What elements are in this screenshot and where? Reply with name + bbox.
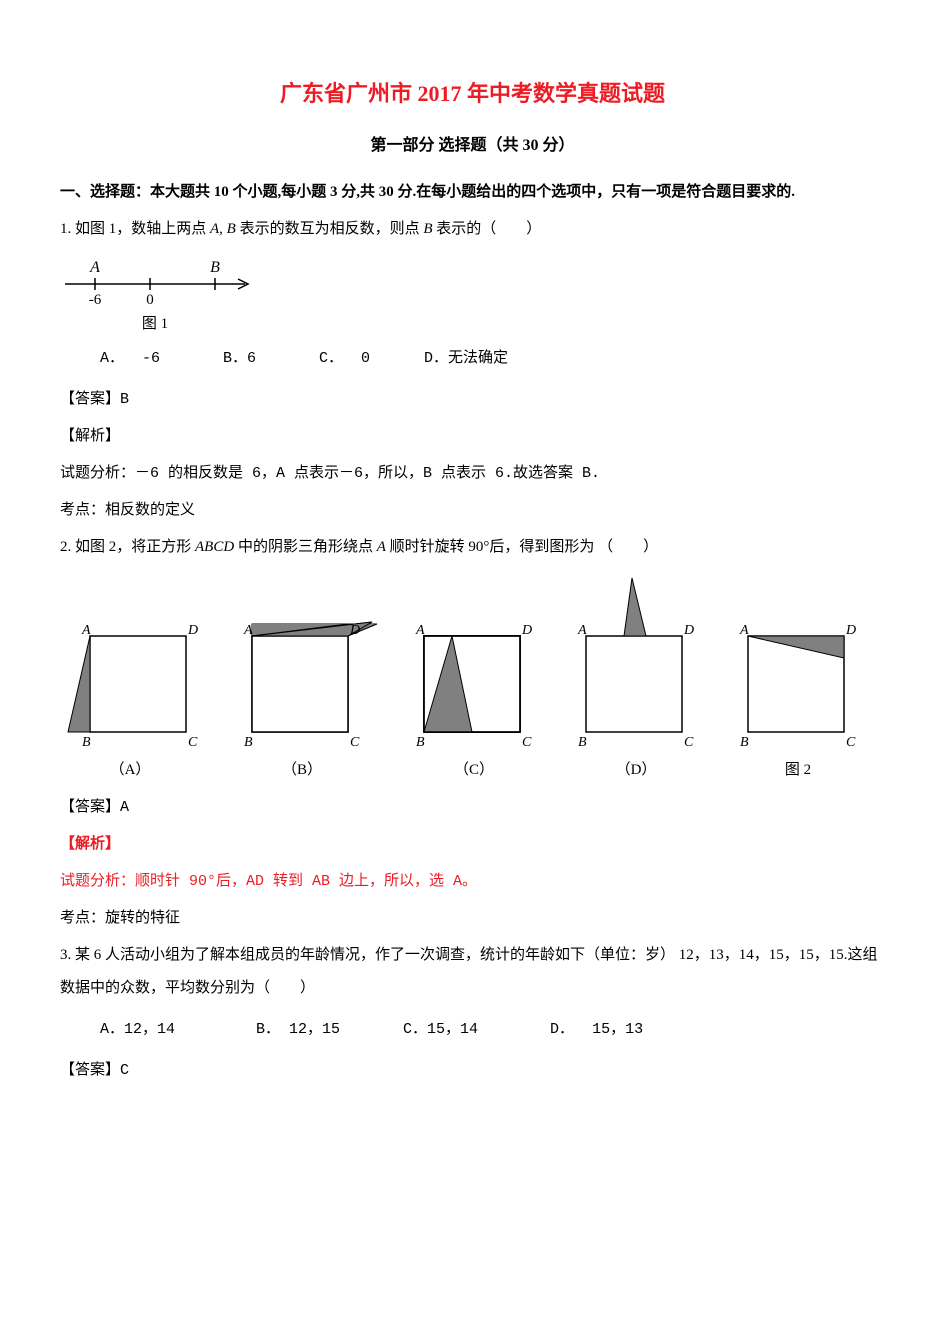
lbl-b: B <box>244 735 253 746</box>
q1-kaodian-label: 考点： <box>60 502 105 518</box>
lbl-b: B <box>416 735 425 746</box>
lbl-a: A <box>81 623 91 638</box>
q2-kaodian: 考点：旋转的特征 <box>60 902 885 935</box>
q2-abcd: ABCD <box>195 539 234 555</box>
lbl-a: A <box>739 623 749 638</box>
q3-answer-label: 【答案】 <box>60 1062 120 1078</box>
q2-cap-t: 图 2 <box>728 754 868 787</box>
lbl-a: A <box>243 623 253 638</box>
lbl-b: B <box>740 735 749 746</box>
q2-a: A <box>377 539 386 555</box>
fig1-caption: 图 1 <box>142 315 168 332</box>
q1-stem: 1. 如图 1，数轴上两点 A, B 表示的数互为相反数，则点 B 表示的（ ） <box>60 213 885 246</box>
q2-stem: 2. 如图 2，将正方形 ABCD 中的阴影三角形绕点 A 顺时针旋转 90°后… <box>60 531 885 564</box>
lbl-a: A <box>577 623 587 638</box>
q1-answer-label: 【答案】 <box>60 391 120 407</box>
q2-kaodian-text: 旋转的特征 <box>105 910 180 926</box>
q1-stem-pre: 1. 如图 1，数轴上两点 <box>60 221 210 237</box>
q2-cap-b: （B） <box>222 754 382 787</box>
fig1-m6: -6 <box>89 292 102 308</box>
lbl-b: B <box>82 735 91 746</box>
lbl-d: D <box>521 623 532 638</box>
q2-cap-c: （C） <box>404 754 544 787</box>
lbl-c: C <box>188 735 198 746</box>
doc-title: 广东省广州市 2017 年中考数学真题试题 <box>60 70 885 118</box>
q2-cap-a: （A） <box>60 754 200 787</box>
lbl-c: C <box>522 735 532 746</box>
lbl-c: C <box>684 735 694 746</box>
q3-options: A．12，14 B． 12，15 C．15，14 D． 15，13 <box>100 1013 885 1046</box>
q1-explain-label: 【解析】 <box>60 420 885 453</box>
lbl-b: B <box>578 735 587 746</box>
lbl-a: A <box>415 623 425 638</box>
q2-explain-label: 【解析】 <box>60 828 885 861</box>
q2-stem-post: 顺时针旋转 90°后，得到图形为 （ ） <box>386 539 658 555</box>
q1-explain-text: 试题分析：－6 的相反数是 6，A 点表示－6，所以，B 点表示 6.故选答案 … <box>60 457 885 490</box>
q1-stem-mid: 表示的数互为相反数，则点 <box>236 221 424 237</box>
lbl-d: D <box>349 623 360 638</box>
lbl-d: D <box>845 623 856 638</box>
q3-stem: 3. 某 6 人活动小组为了解本组成员的年龄情况，作了一次调查，统计的年龄如下（… <box>60 939 885 1005</box>
q1-answer-val: B <box>120 391 129 408</box>
q2-fig-a: A D B C （A） <box>60 606 200 787</box>
q2-cap-d: （D） <box>566 754 706 787</box>
q2-fig-b: A D B C （B） <box>222 606 382 787</box>
fig1-label-b: B <box>210 259 220 276</box>
lbl-c: C <box>350 735 360 746</box>
q2-fig-c: A D B C （C） <box>404 606 544 787</box>
q2-explain-text: 试题分析：顺时针 90°后，AD 转到 AB 边上，所以，选 A。 <box>60 865 885 898</box>
q1-answer: 【答案】B <box>60 383 885 416</box>
lbl-c: C <box>846 735 856 746</box>
q1-b: B <box>423 221 432 237</box>
q2-answer-label: 【答案】 <box>60 799 120 815</box>
q2-fig-original: A D B C 图 2 <box>728 606 868 787</box>
q1-kaodian-text: 相反数的定义 <box>105 502 195 518</box>
q3-answer-val: C <box>120 1062 129 1079</box>
q1-options: A． -6 B．6 C． 0 D．无法确定 <box>100 342 885 375</box>
q1-ab: A, B <box>210 221 236 237</box>
q2-figures-row: A D B C （A） A D B C （B） <box>60 576 885 787</box>
q2-stem-mid: 中的阴影三角形绕点 <box>234 539 377 555</box>
q2-answer-val: A <box>120 799 129 816</box>
section-heading: 一、选择题：本大题共 10 个小题,每小题 3 分,共 30 分.在每小题给出的… <box>60 176 885 209</box>
q3-answer: 【答案】C <box>60 1054 885 1087</box>
q2-fig-d: A D B C （D） <box>566 576 706 787</box>
q2-answer: 【答案】A <box>60 791 885 824</box>
doc-subtitle: 第一部分 选择题（共 30 分） <box>60 128 885 163</box>
fig1-label-a: A <box>89 259 100 276</box>
q2-stem-pre: 2. 如图 2，将正方形 <box>60 539 195 555</box>
q1-kaodian: 考点：相反数的定义 <box>60 494 885 527</box>
lbl-d: D <box>187 623 198 638</box>
q1-figure: A B -6 0 图 1 <box>60 254 885 334</box>
q1-stem-post: 表示的（ ） <box>433 221 542 237</box>
fig1-zero: 0 <box>146 292 154 308</box>
q2-kaodian-label: 考点： <box>60 910 105 926</box>
lbl-d: D <box>683 623 694 638</box>
